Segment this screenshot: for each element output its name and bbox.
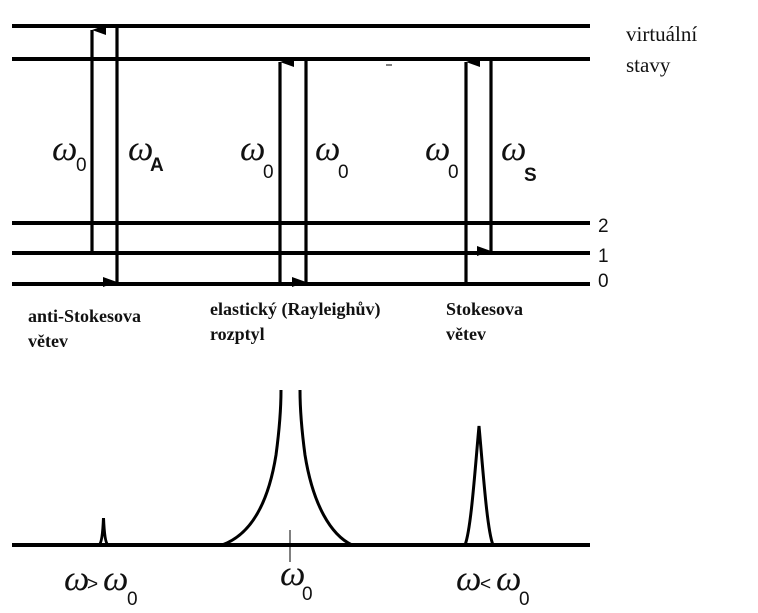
stokes-caption-1: Stokesova [446,299,523,319]
svg-text:0: 0 [302,584,313,605]
svg-text:ω: ω [315,128,340,168]
stokes-peak [463,425,495,546]
stokes-caption-2: větev [446,324,486,344]
rayleigh-down-label: ω 0 [315,128,349,183]
spectrum-label-right: ω < ω 0 [456,558,530,610]
svg-text:ω: ω [128,128,153,168]
svg-text:ω: ω [280,553,305,593]
level-0-label: 0 [598,271,609,292]
svg-text:ω: ω [64,558,89,598]
anti-stokes-up-label: ω 0 [52,128,87,176]
stokes-down-label: ω S [501,128,537,186]
svg-text:ω: ω [103,558,128,598]
svg-text:A: A [150,155,164,176]
spectrum-label-center: ω 0 [280,553,313,605]
stokes-up-label: ω 0 [425,128,459,183]
svg-text:0: 0 [76,155,87,176]
rayleigh-up-label: ω 0 [240,128,274,183]
rayleigh-peak-left [221,389,283,547]
anti-stokes-caption-1: anti-Stokesova [28,306,141,326]
svg-text:0: 0 [448,162,459,183]
svg-text:0: 0 [127,589,138,610]
rayleigh-caption-1: elastický (Rayleighův) [210,299,381,320]
svg-text:0: 0 [338,162,349,183]
svg-text:0: 0 [263,162,274,183]
svg-text:ω: ω [496,558,521,598]
svg-text:ω: ω [240,128,265,168]
svg-text:ω: ω [456,558,481,598]
virtual-label-2: stavy [626,53,671,77]
svg-text:ω: ω [425,128,450,168]
anti-stokes-caption-2: větev [28,331,68,351]
svg-text:<: < [480,574,491,595]
svg-text:0: 0 [519,589,530,610]
anti-stokes-down-label: ω A [128,128,164,176]
virtual-label-1: virtuální [626,22,697,46]
level-2-label: 2 [598,216,609,237]
svg-text:ω: ω [52,128,77,168]
anti-stokes-peak [97,517,110,547]
svg-text:S: S [524,165,537,186]
level-1-label: 1 [598,246,609,267]
rayleigh-peak-right [298,389,353,547]
svg-text:ω: ω [501,128,526,168]
spectrum-label-left: ω > ω 0 [64,558,138,610]
rayleigh-caption-2: rozptyl [210,324,265,344]
svg-text:>: > [87,574,98,595]
